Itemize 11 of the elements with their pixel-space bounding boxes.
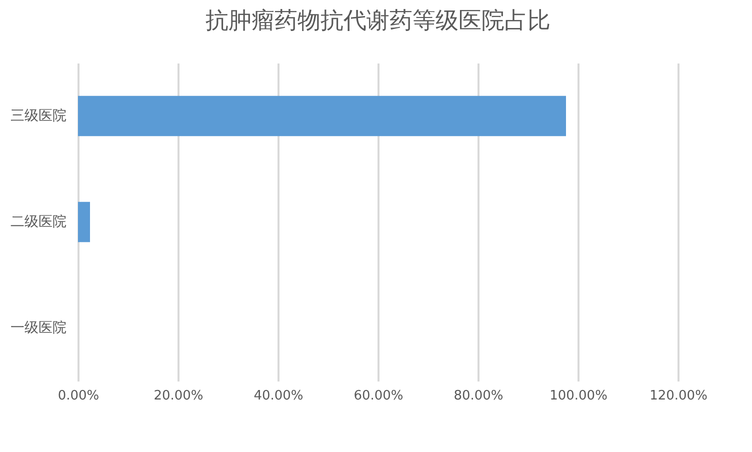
- x-tick-label: 40.00%: [254, 388, 304, 404]
- x-tick-label: 100.00%: [550, 388, 608, 404]
- y-tick-label: 一级医院: [10, 320, 66, 336]
- x-tick-label: 0.00%: [58, 388, 100, 404]
- x-tick-label: 20.00%: [154, 388, 204, 404]
- y-tick-label: 二级医院: [10, 214, 66, 230]
- x-tick-label: 60.00%: [354, 388, 404, 404]
- x-tick-label: 80.00%: [454, 388, 504, 404]
- y-tick-label: 三级医院: [10, 108, 66, 124]
- x-tick-label: 120.00%: [650, 388, 708, 404]
- chart-title: 抗肿瘤药物抗代谢药等级医院占比: [206, 8, 550, 34]
